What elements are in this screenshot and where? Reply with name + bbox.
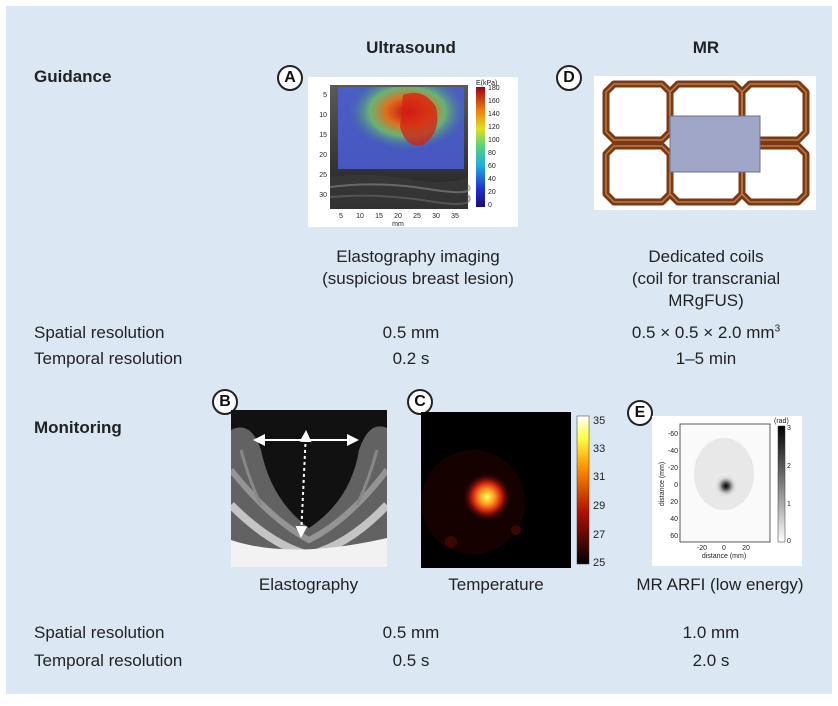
mr-header: MR	[692, 38, 720, 57]
monitoring-spatial-us: 0.5 mm	[382, 623, 440, 642]
marker-d: D	[556, 65, 582, 91]
a-cb-tick: 140	[488, 111, 500, 118]
a-cb-tick: 60	[488, 163, 496, 170]
caption-b: Elastography	[258, 575, 359, 594]
caption-e: MR ARFI (low energy)	[636, 575, 804, 594]
e-y-tick: -60	[668, 431, 678, 438]
guidance-spatial-label: Spatial resolution	[34, 323, 165, 342]
a-cb-tick: 160	[488, 98, 500, 105]
e-y-tick: 0	[674, 482, 678, 489]
a-cb-tick: 40	[488, 176, 496, 183]
elastography-image-b	[231, 410, 387, 567]
monitoring-temporal-us: 0.5 s	[392, 651, 430, 670]
a-cb-tick: 180	[488, 85, 500, 92]
elastography-image-a: E(kPa) 180 160 140 120 100 80 60 40 20 0…	[308, 77, 518, 227]
mr-caption-line: Dedicated coils	[648, 247, 764, 266]
mr-caption-line: MRgFUS)	[668, 291, 744, 310]
e-cb-tick: 1	[787, 501, 791, 508]
c-cb-tick: 25	[593, 557, 605, 568]
a-x-tick: 5	[339, 213, 343, 220]
c-cb-tick: 29	[593, 500, 605, 512]
marker-a: A	[277, 65, 303, 91]
a-cb-tick: 80	[488, 150, 496, 157]
guidance-spatial-mr-sup: 3	[774, 323, 781, 335]
guidance-temporal-mr: 1–5 min	[675, 349, 737, 368]
mr-guidance-caption: Dedicated coils (coil for transcranial M…	[586, 246, 826, 312]
monitoring-spatial-label: Spatial resolution	[34, 623, 165, 642]
a-x-tick: 20	[394, 213, 402, 220]
a-cb-tick: 20	[488, 189, 496, 196]
a-x-tick: 10	[356, 213, 364, 220]
guidance-temporal-label: Temporal resolution	[34, 349, 183, 368]
a-y-tick: 20	[319, 152, 327, 159]
guidance-heading: Guidance	[34, 67, 112, 86]
a-y-tick: 15	[319, 132, 327, 139]
a-colorbar-title: E(kPa)	[476, 80, 497, 87]
e-x-tick: 0	[722, 545, 726, 552]
guidance-spatial-us: 0.5 mm	[382, 323, 440, 342]
monitoring-spatial-mr: 1.0 mm	[682, 623, 740, 642]
a-cb-tick: 120	[488, 124, 500, 131]
us-guidance-caption: Elastography imaging (suspicious breast …	[268, 246, 568, 290]
coil-image-d	[594, 76, 816, 210]
e-y-tick: -40	[668, 448, 678, 455]
a-cb-tick: 0	[488, 202, 492, 209]
guidance-spatial-mr: 0.5 × 0.5 × 2.0 mm3	[596, 323, 816, 343]
a-y-tick: 25	[319, 172, 327, 179]
e-y-tick: -20	[668, 465, 678, 472]
a-y-tick: 10	[319, 112, 327, 119]
a-cb-tick: 100	[488, 137, 500, 144]
e-x-tick: -20	[697, 545, 707, 552]
marker-e: E	[627, 400, 653, 426]
a-y-tick: 30	[319, 192, 327, 199]
guidance-temporal-us: 0.2 s	[392, 349, 430, 368]
guidance-spatial-mr-value: 0.5 × 0.5 × 2.0 mm	[631, 323, 775, 342]
e-xlabel: distance (mm)	[702, 553, 746, 560]
monitoring-temporal-mr: 2.0 s	[692, 651, 730, 670]
ultrasound-header: Ultrasound	[366, 38, 456, 57]
arfi-image-e: (rad) 3 2 1 0 -60 -40 -20 0 20 40 60 -20…	[652, 416, 802, 566]
e-y-tick: 20	[670, 499, 678, 506]
e-cb-tick: 2	[787, 463, 791, 470]
e-cb-tick: 0	[787, 538, 791, 545]
caption-c: Temperature	[448, 575, 544, 594]
a-x-tick: 25	[413, 213, 421, 220]
e-x-tick: 20	[742, 545, 750, 552]
c-cb-tick: 27	[593, 529, 605, 541]
monitoring-heading: Monitoring	[34, 418, 122, 437]
temperature-map-c: 35 33 31 29 27 25	[421, 412, 605, 568]
a-x-tick: 35	[451, 213, 459, 220]
us-caption-line: Elastography imaging	[336, 247, 500, 266]
c-cb-tick: 33	[593, 443, 605, 455]
a-x-unit: mm	[392, 221, 404, 227]
a-y-tick: 5	[323, 92, 327, 99]
c-cb-tick: 35	[593, 415, 605, 427]
e-ylabel: distance (mm)	[659, 462, 666, 506]
a-x-tick: 15	[375, 213, 383, 220]
e-y-tick: 40	[670, 516, 678, 523]
e-colorbar-title: (rad)	[774, 418, 789, 425]
us-caption-line: (suspicious breast lesion)	[322, 269, 514, 288]
monitoring-temporal-label: Temporal resolution	[34, 651, 183, 670]
e-y-tick: 60	[670, 533, 678, 540]
e-cb-tick: 3	[787, 425, 791, 432]
c-cb-tick: 31	[593, 471, 605, 483]
a-x-tick: 30	[432, 213, 440, 220]
marker-c: C	[407, 389, 433, 415]
figure-panel: Ultrasound MR Guidance A D	[6, 6, 832, 694]
mr-caption-line: (coil for transcranial	[631, 269, 781, 288]
